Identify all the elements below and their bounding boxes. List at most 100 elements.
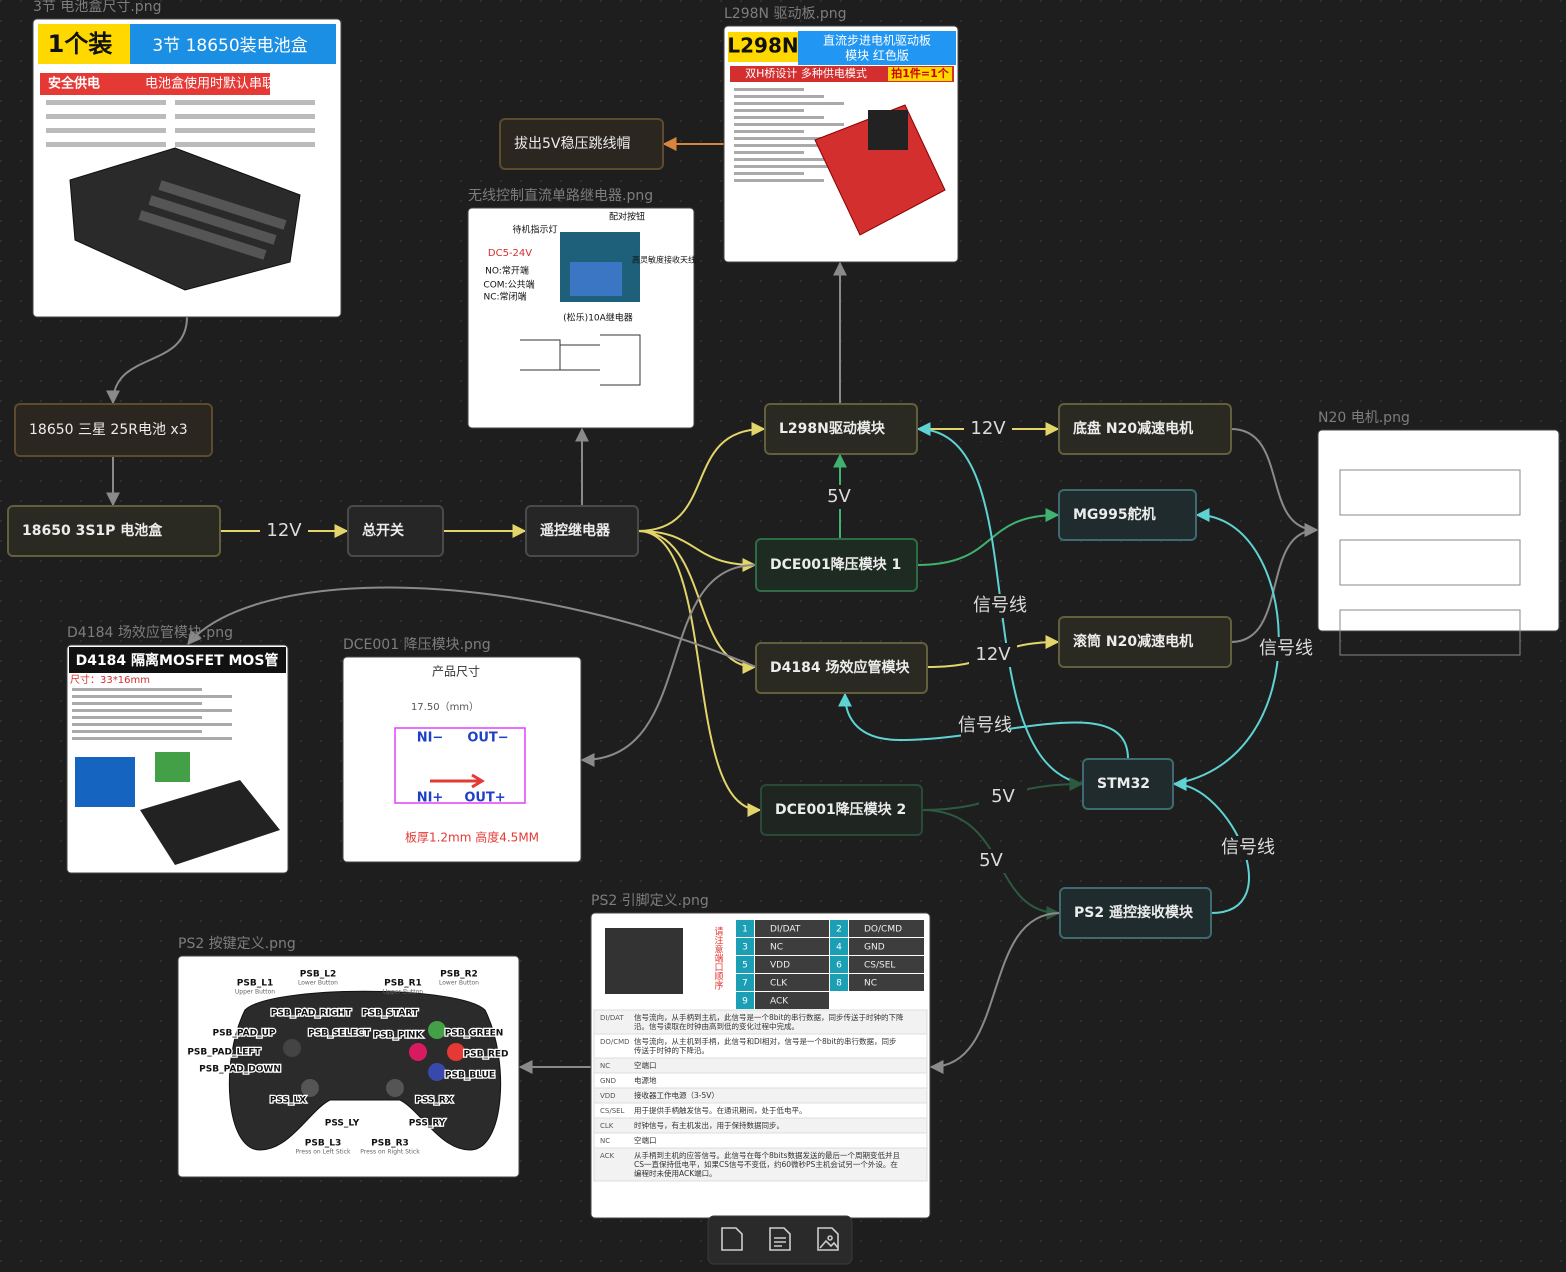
- desc-text: 从手柄到主机的应答信号。此信号在每个8bits数据发送的最后一个周期变低并且 CS…: [634, 1150, 900, 1178]
- image-text: 安全供电: [48, 76, 100, 92]
- image-text: OUT+: [464, 791, 505, 806]
- spec-line: [46, 114, 166, 119]
- desc-name: CS/SEL: [600, 1107, 625, 1115]
- n20-drawing: [1339, 539, 1521, 586]
- spec-line: [734, 109, 804, 112]
- node-label: STM32: [1097, 776, 1150, 792]
- dce-outline: [394, 727, 526, 804]
- node: [525, 505, 639, 557]
- add-media-button[interactable]: [817, 1227, 839, 1251]
- spec-line: [72, 716, 202, 719]
- spec-line: [46, 100, 166, 105]
- n20-drawing: [1339, 609, 1521, 656]
- image-text: 直流步进电机驱动板: [823, 34, 931, 48]
- spec-line: [175, 114, 315, 119]
- spec-line: [734, 144, 844, 147]
- image-text: (松乐)10A继电器: [563, 312, 633, 324]
- image-text: 配对按钮: [609, 211, 645, 223]
- add-file-button[interactable]: [769, 1227, 791, 1251]
- pin-number: 8: [836, 979, 842, 989]
- button-label: PSB_R3: [371, 1139, 409, 1149]
- pin-name-cell: [849, 974, 924, 991]
- spec-line: [734, 95, 824, 98]
- node-label: 滚筒 N20减速电机: [1073, 633, 1193, 650]
- edge: [929, 912, 1061, 1074]
- button-sublabel: Press on Right Stick: [360, 1149, 420, 1156]
- desc-name: DI/DAT: [600, 1014, 624, 1022]
- button-label: PSB_R1: [384, 979, 422, 989]
- pin-number: 6: [836, 961, 842, 971]
- node: [755, 538, 918, 592]
- pin-num-cell: [736, 938, 754, 955]
- image-title: N20 电机.png: [1318, 410, 1410, 426]
- spec-line: [72, 723, 232, 726]
- desc-name: NC: [600, 1062, 610, 1070]
- header-yellow: [38, 24, 130, 64]
- node-label: DCE001降压模块 1: [770, 556, 901, 573]
- battery-box: [69, 147, 301, 291]
- node: [1058, 489, 1197, 541]
- pin-name-cell: [849, 956, 924, 973]
- image-text: 板厚1.2mm 高度4.5MM: [405, 830, 539, 845]
- pin-num-cell: [830, 920, 848, 937]
- controller-button: [301, 1079, 319, 1097]
- image-text: 尺寸：33*16mm: [70, 673, 150, 686]
- pin-num-cell: [736, 956, 754, 973]
- button-label: PSB_L2: [300, 970, 336, 980]
- button-label: PSS_LY: [325, 1119, 360, 1129]
- image-title: 无线控制直流单路继电器.png: [468, 187, 653, 204]
- desc-row: [593, 1009, 928, 1035]
- desc-name: ACK: [600, 1152, 615, 1160]
- spec-line: [72, 695, 232, 698]
- edge-label-bg: [1262, 637, 1310, 661]
- spec-line: [734, 151, 804, 154]
- spec-line: [46, 128, 166, 133]
- pin-name-cell: [755, 992, 829, 1009]
- desc-name: DO/CMD: [600, 1038, 630, 1046]
- spec-line: [734, 116, 824, 119]
- spec-line: [734, 130, 804, 133]
- spec-line: [734, 179, 824, 182]
- image-text: 待机指示灯: [512, 224, 557, 236]
- button-sublabel: Upper Button: [235, 989, 275, 996]
- desc-name: NC: [600, 1137, 610, 1145]
- desc-text: 电源地: [634, 1075, 657, 1085]
- desc-text: 空端口: [634, 1135, 657, 1145]
- edge: [580, 564, 757, 767]
- image-text: 双H桥设计 多种供电模式: [745, 66, 867, 80]
- spec-line: [734, 165, 844, 168]
- image-text: NI+: [417, 791, 444, 806]
- button-label: PSB_PAD_RIGHT: [271, 1009, 352, 1019]
- spec-line: [72, 688, 202, 691]
- pin-num-cell: [736, 974, 754, 991]
- pin-num-cell: [736, 992, 754, 1009]
- button-sublabel: Lower Button: [298, 980, 338, 987]
- pin-name: NC: [770, 943, 783, 953]
- image-card: [342, 656, 582, 863]
- node-label: 18650 3S1P 电池盒: [22, 522, 163, 539]
- desc-text: 时钟信号，有主机发出，用于保持数据同步。: [634, 1120, 784, 1130]
- desc-name: VDD: [600, 1092, 616, 1100]
- edge-label-bg: [969, 643, 1017, 667]
- edge-label-bg: [961, 714, 1009, 738]
- controller-button: [428, 1063, 446, 1081]
- desc-name: CLK: [600, 1122, 614, 1130]
- node: [499, 118, 664, 170]
- image-text: 1个装: [48, 30, 113, 58]
- button-label: PSS_RX: [415, 1096, 453, 1106]
- button-sublabel: Press on Left Stick: [296, 1149, 351, 1156]
- button-sublabel: Upper Button: [383, 989, 423, 996]
- toolbar: [707, 1215, 853, 1265]
- button-label: PSB_SELECT: [308, 1029, 371, 1039]
- button-label: PSB_GREEN: [445, 1029, 504, 1039]
- pin-number: 9: [742, 997, 748, 1007]
- node: [14, 403, 213, 457]
- image-title: 3节 电池盒尺寸.png: [33, 0, 161, 15]
- node-label: 18650 三星 25R电池 x3: [29, 422, 188, 438]
- edge-label: 12V: [266, 520, 302, 541]
- new-note-button[interactable]: [721, 1227, 743, 1251]
- pin-name-cell: [755, 956, 829, 973]
- node: [1059, 887, 1212, 939]
